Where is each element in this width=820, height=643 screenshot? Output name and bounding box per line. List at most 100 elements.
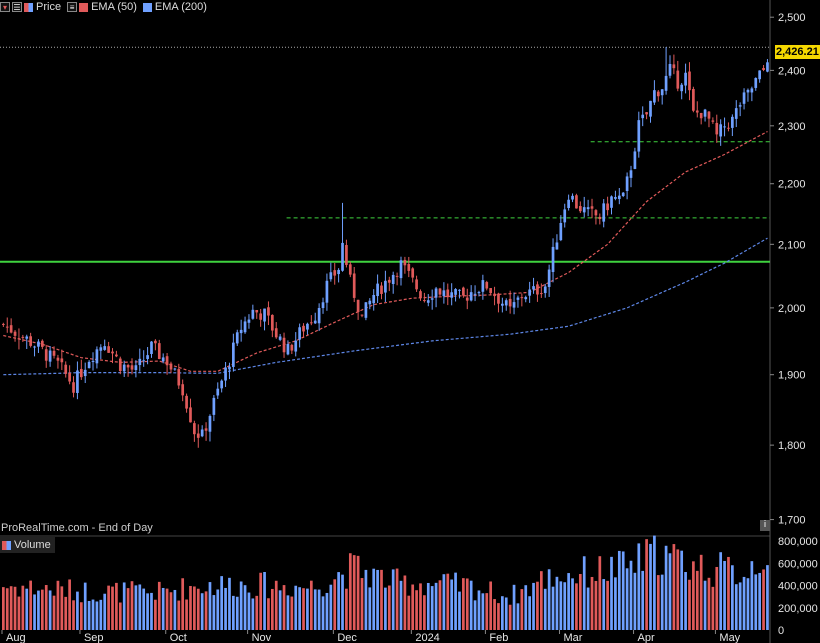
candle-body bbox=[477, 292, 481, 294]
volume-bar bbox=[146, 593, 149, 630]
candle-body bbox=[567, 199, 570, 209]
volume-bar bbox=[122, 582, 126, 630]
candle-body bbox=[193, 423, 196, 435]
volume-bar bbox=[582, 556, 586, 630]
volume-bar bbox=[313, 589, 317, 630]
candle-body bbox=[17, 338, 21, 340]
volume-bar bbox=[274, 580, 278, 630]
chart-grid bbox=[0, 0, 771, 643]
candle-body bbox=[321, 302, 325, 309]
volume-bar bbox=[118, 602, 122, 630]
volume-bar bbox=[321, 596, 325, 630]
volume-bar bbox=[204, 591, 208, 630]
candle-body bbox=[446, 289, 450, 298]
volume-bar bbox=[660, 574, 664, 630]
candle-body bbox=[208, 415, 212, 432]
candle-body bbox=[290, 344, 294, 351]
volume-bar bbox=[653, 535, 656, 630]
candle-body bbox=[536, 284, 539, 295]
candle-body bbox=[83, 369, 87, 377]
candle-body bbox=[9, 325, 13, 333]
volume-bar bbox=[220, 576, 224, 630]
volume-bar bbox=[232, 595, 235, 630]
candle-body bbox=[543, 286, 547, 294]
menu-icon[interactable]: ≡ bbox=[67, 2, 78, 12]
ema200-line bbox=[3, 237, 768, 376]
volume-bar bbox=[21, 585, 25, 630]
candle-body bbox=[333, 270, 337, 276]
volume-bar bbox=[641, 570, 645, 630]
volume-bar bbox=[606, 580, 609, 630]
candle-body bbox=[216, 388, 220, 396]
volume-bar bbox=[9, 586, 13, 630]
volume-bar bbox=[723, 560, 726, 630]
volume-tick-label: 0 bbox=[778, 625, 784, 637]
volume-bar bbox=[391, 569, 395, 630]
candle-body bbox=[625, 176, 629, 192]
collapse-icon[interactable]: ▾ bbox=[0, 2, 10, 12]
candle-body bbox=[664, 75, 668, 91]
candle-body bbox=[169, 363, 173, 370]
candle-body bbox=[37, 341, 40, 347]
volume-bar bbox=[524, 585, 528, 630]
candle-body bbox=[372, 294, 376, 304]
candle-body bbox=[56, 357, 60, 361]
x-tick-label: Oct bbox=[170, 632, 187, 643]
candle-body bbox=[419, 291, 422, 298]
y-tick-label: 2,100 bbox=[778, 239, 806, 251]
volume-legend[interactable]: Volume bbox=[0, 537, 55, 553]
candle-body bbox=[118, 358, 122, 371]
candle-body bbox=[95, 349, 99, 364]
ema200-swatch-icon bbox=[142, 2, 152, 12]
info-icon[interactable]: i bbox=[760, 520, 770, 531]
candle-body bbox=[267, 307, 270, 316]
legend-ema50-label: EMA (50) bbox=[91, 1, 137, 13]
candle-body bbox=[286, 344, 290, 355]
volume-bar bbox=[450, 579, 454, 630]
candle-body bbox=[391, 274, 395, 285]
candle-body bbox=[715, 122, 719, 135]
volume-bar bbox=[512, 584, 516, 630]
volume-bar bbox=[532, 582, 535, 630]
volume-bar bbox=[598, 556, 602, 630]
volume-bar bbox=[438, 580, 442, 630]
candle-body bbox=[138, 358, 142, 366]
settings-icon[interactable]: ☰ bbox=[12, 2, 22, 12]
legend-ema200[interactable]: EMA (200) bbox=[142, 1, 207, 13]
volume-bar bbox=[196, 588, 200, 630]
volume-bar bbox=[87, 600, 91, 630]
volume-bar bbox=[676, 549, 680, 630]
legend-price[interactable]: Price bbox=[24, 1, 61, 13]
volume-bar bbox=[130, 581, 134, 630]
candle-body bbox=[575, 195, 578, 209]
volume-tick-label: 200,000 bbox=[778, 603, 818, 615]
candle-body bbox=[154, 340, 157, 344]
candle-body bbox=[165, 356, 169, 366]
candle-body bbox=[415, 279, 418, 290]
volume-bar bbox=[302, 588, 305, 630]
volume-bar bbox=[138, 584, 142, 630]
volume-bar bbox=[586, 587, 590, 630]
volume-tick-label: 600,000 bbox=[778, 558, 818, 570]
volume-bar bbox=[40, 589, 44, 630]
volume-bar bbox=[306, 588, 309, 630]
volume-bar bbox=[742, 576, 746, 630]
candle-body bbox=[578, 206, 582, 212]
volume-bar bbox=[33, 594, 36, 630]
candle-body bbox=[750, 88, 754, 93]
candle-body bbox=[298, 327, 301, 340]
volume-bar bbox=[309, 580, 313, 630]
candle-body bbox=[380, 285, 383, 294]
candle-body bbox=[403, 259, 407, 266]
volume-bar bbox=[294, 585, 298, 630]
legend-ema50[interactable]: EMA (50) bbox=[79, 1, 137, 13]
volume-bar bbox=[185, 599, 188, 630]
volume-bar bbox=[107, 585, 110, 630]
volume-bar bbox=[189, 585, 192, 630]
candle-body bbox=[707, 111, 711, 119]
candle-body bbox=[676, 70, 680, 89]
candle-body bbox=[329, 272, 333, 280]
volume-bar bbox=[239, 581, 243, 630]
candle-body bbox=[407, 264, 411, 271]
volume-bar bbox=[181, 578, 185, 630]
